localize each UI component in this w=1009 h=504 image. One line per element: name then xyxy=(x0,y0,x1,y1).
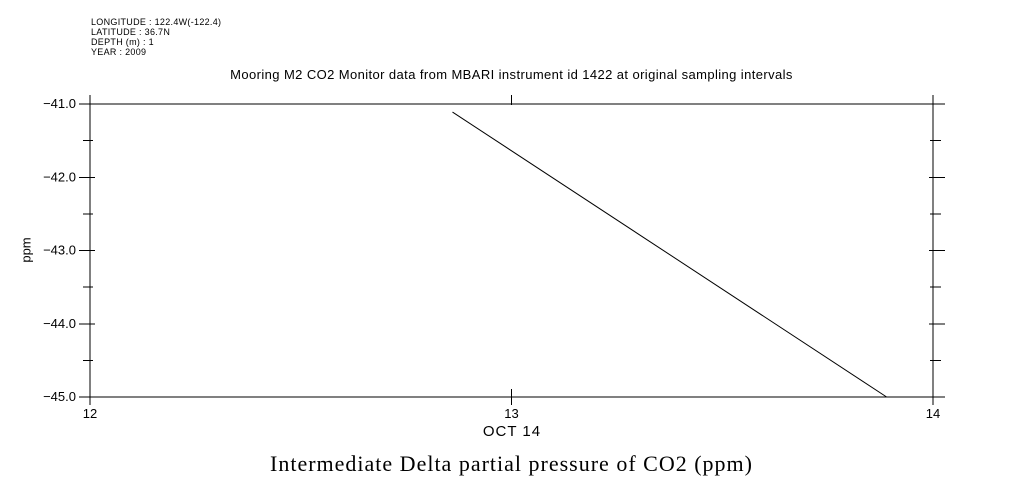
y-tick-label: −42.0 xyxy=(43,169,76,184)
x-tick-label: 14 xyxy=(926,406,940,421)
metadata-block: LONGITUDE : 122.4W(-122.4) LATITUDE : 36… xyxy=(91,17,221,57)
y-axis-label: ppm xyxy=(18,237,34,263)
y-tick-label: −41.0 xyxy=(43,96,76,111)
plot-frame xyxy=(89,103,934,398)
y-tick-label: −45.0 xyxy=(43,389,76,404)
data-line xyxy=(452,111,887,398)
figure-caption: Intermediate Delta partial pressure of C… xyxy=(270,451,753,476)
metadata-latitude: LATITUDE : 36.7N xyxy=(91,27,171,37)
metadata-longitude: LONGITUDE : 122.4W(-122.4) xyxy=(91,17,222,27)
x-axis-date-label: OCT 14 xyxy=(482,423,542,440)
y-tick-label: −43.0 xyxy=(43,243,76,258)
metadata-year: YEAR : 2009 xyxy=(91,47,147,57)
x-tick-label: 13 xyxy=(504,406,518,421)
x-tick-label: 12 xyxy=(83,406,97,421)
y-tick-label: −44.0 xyxy=(43,316,76,331)
chart-title: Mooring M2 CO2 Monitor data from MBARI i… xyxy=(230,67,793,82)
metadata-depth: DEPTH (m) : 1 xyxy=(91,37,154,47)
